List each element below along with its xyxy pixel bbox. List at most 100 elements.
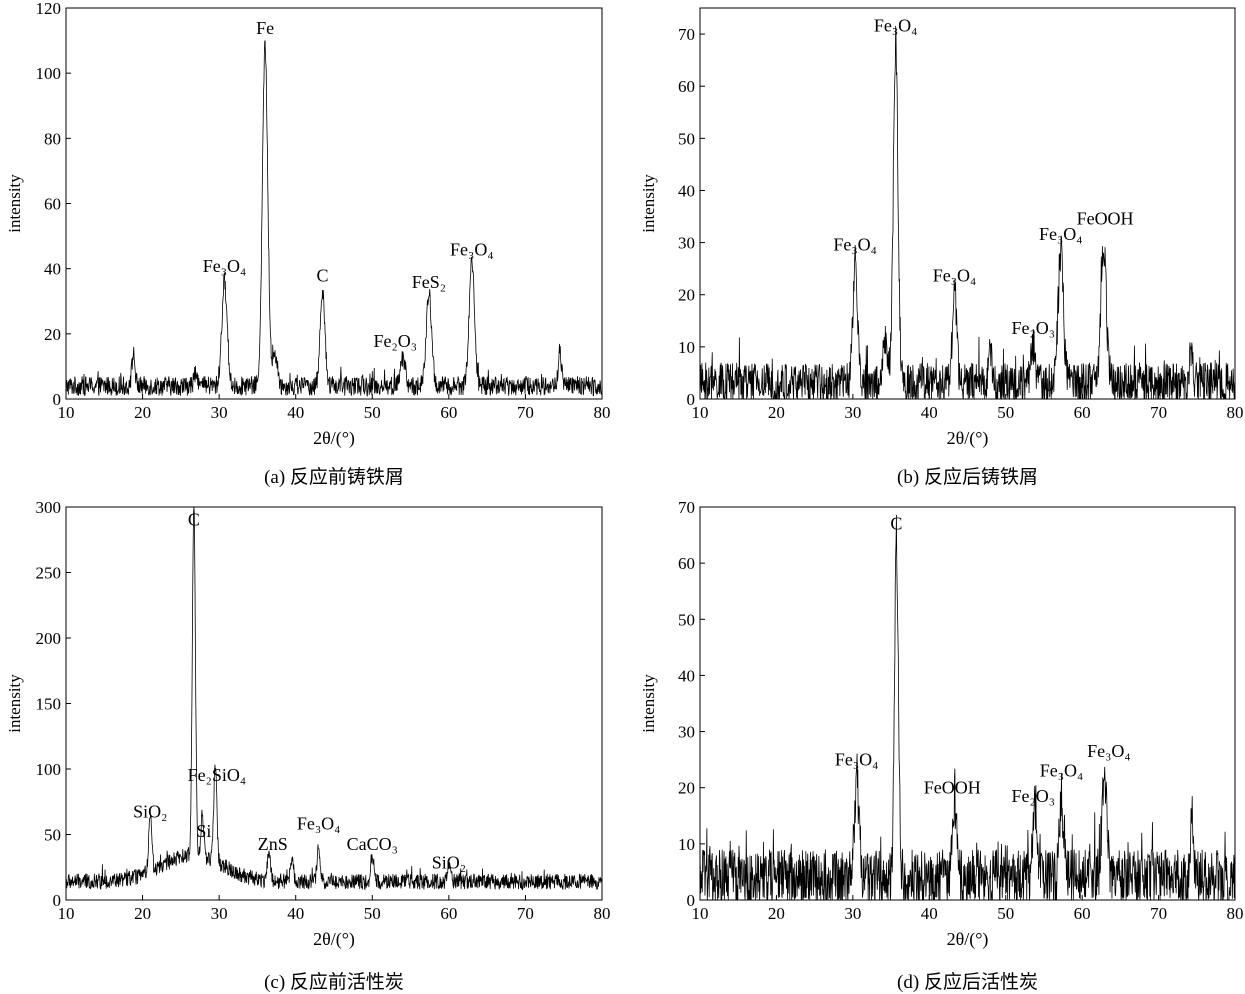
xrd-pattern-line — [699, 25, 1236, 401]
xrd-pattern-line — [699, 514, 1236, 901]
y-tick-label: 70 — [678, 498, 695, 517]
y-tick-label: 20 — [44, 325, 61, 344]
peak-annotation: Fe₂O₃ — [1011, 786, 1055, 806]
y-axis-label: intensity — [5, 174, 24, 233]
chart-panel-3: 10 20 30 40 50 60 70 80 0 50 100 150 200 250 300 2θ/(°)… — [5, 498, 611, 993]
y-tick-label: 50 — [678, 610, 695, 629]
y-tick-label: 0 — [53, 390, 62, 409]
plot-frame — [65, 506, 603, 901]
y-tick-label: 50 — [44, 826, 61, 845]
y-tick-label: 60 — [678, 554, 695, 573]
peak-annotation: FeOOH — [924, 777, 981, 797]
y-tick-label: 20 — [678, 779, 695, 798]
x-tick-label: 70 — [517, 904, 534, 923]
peak-annotation: FeS₂ — [412, 272, 446, 292]
x-tick-label: 70 — [517, 403, 534, 422]
y-tick-label: 0 — [687, 891, 696, 910]
x-tick-label: 70 — [1150, 904, 1167, 923]
x-tick-label: 40 — [287, 403, 304, 422]
x-tick-label: 40 — [921, 403, 938, 422]
peak-annotation: CaCO₃ — [347, 834, 398, 854]
x-tick-label: 10 — [692, 403, 709, 422]
x-tick-label: 60 — [1074, 904, 1091, 923]
plot-frame — [699, 506, 1236, 901]
y-tick-label: 40 — [44, 260, 61, 279]
peak-annotation: Fe₃O₄ — [203, 256, 247, 276]
x-tick-label: 20 — [768, 904, 785, 923]
x-tick-label: 50 — [997, 904, 1014, 923]
panel-caption: (d) 反应后活性炭 — [897, 971, 1038, 993]
plot-frame — [699, 7, 1236, 400]
y-tick-label: 30 — [678, 723, 695, 742]
x-tick-label: 10 — [692, 904, 709, 923]
y-tick-label: 120 — [36, 0, 62, 18]
y-tick-label: 10 — [678, 835, 695, 854]
x-tick-label: 40 — [287, 904, 304, 923]
plot-frame — [65, 7, 603, 400]
x-tick-label: 50 — [997, 403, 1014, 422]
peak-annotation: Fe₃O₄ — [835, 749, 879, 769]
x-tick-label: 30 — [211, 403, 228, 422]
chart-panel-4: 10 20 30 40 50 60 70 800102030405060702θ/(°)int… — [639, 498, 1244, 993]
y-axis-label: intensity — [639, 174, 658, 233]
y-axis-label: intensity — [639, 674, 658, 733]
x-axis-label: 2θ/(°) — [947, 929, 989, 950]
y-tick-label: 80 — [44, 129, 61, 148]
y-tick-label: 60 — [678, 77, 695, 96]
peak-annotation: Si — [196, 821, 211, 841]
chart-panel-1: 10 20 30 40 50 60 70 80 0 20 40 60 80 100 120 2θ/(°) int… — [5, 0, 611, 488]
peak-annotation: C — [317, 266, 329, 286]
peak-annotation: Fe₃O₄ — [933, 266, 977, 286]
y-tick-label: 200 — [36, 629, 62, 648]
x-tick-label: 70 — [1150, 403, 1167, 422]
xrd-pattern-line — [65, 506, 603, 891]
y-axis-label: intensity — [5, 674, 24, 733]
y-tick-label: 50 — [678, 129, 695, 148]
peak-annotation: SiO₂ — [432, 853, 466, 873]
x-tick-label: 20 — [134, 904, 151, 923]
peak-annotation: Fe — [256, 18, 274, 38]
x-tick-label: 10 — [58, 904, 75, 923]
x-tick-label: 80 — [594, 403, 611, 422]
y-tick-label: 0 — [687, 390, 696, 409]
peak-annotation: Fe₃O₄ — [874, 15, 918, 35]
x-tick-label: 40 — [921, 904, 938, 923]
x-tick-label: 80 — [1227, 904, 1244, 923]
y-tick-label: 60 — [44, 195, 61, 214]
x-axis-label: 2θ/(°) — [313, 929, 355, 950]
y-tick-label: 40 — [678, 181, 695, 200]
peak-annotation: Fe₃O₄ — [450, 240, 494, 260]
x-tick-label: 20 — [768, 403, 785, 422]
peak-annotation: ZnS — [258, 834, 288, 854]
peak-annotation: C — [890, 513, 902, 533]
chart-panel-2: 10 20 30 40 50 60 70 800102030405060702θ/(°)int… — [639, 7, 1244, 488]
x-tick-label: 80 — [1227, 403, 1244, 422]
x-tick-label: 60 — [440, 403, 457, 422]
y-tick-label: 250 — [36, 564, 62, 583]
y-tick-label: 150 — [36, 695, 62, 714]
peak-annotation: Fe₃O₄ — [1040, 760, 1084, 780]
peak-annotation: C — [188, 509, 200, 529]
peak-annotation: Fe₃O₄ — [1087, 741, 1131, 761]
x-axis-label: 2θ/(°) — [313, 428, 355, 449]
y-tick-label: 20 — [678, 286, 695, 305]
peak-annotation: Fe₂O₃ — [1011, 318, 1055, 338]
y-tick-label: 70 — [678, 25, 695, 44]
x-tick-label: 60 — [440, 904, 457, 923]
x-tick-label: 30 — [844, 403, 861, 422]
x-axis-label: 2θ/(°) — [947, 428, 989, 449]
x-tick-label: 30 — [844, 904, 861, 923]
x-tick-label: 10 — [58, 403, 75, 422]
y-tick-label: 300 — [36, 498, 62, 517]
peak-annotation: Fe₃O₄ — [297, 813, 341, 833]
x-tick-label: 50 — [364, 403, 381, 422]
peak-annotation: Fe₂O₃ — [373, 331, 417, 351]
x-tick-label: 80 — [594, 904, 611, 923]
panel-caption: (b) 反应后铸铁屑 — [897, 466, 1038, 488]
y-tick-label: 30 — [678, 234, 695, 253]
xrd-pattern-line — [65, 40, 603, 397]
peak-annotation: Fe₂SiO₄ — [188, 765, 247, 785]
x-tick-label: 20 — [134, 403, 151, 422]
x-tick-label: 60 — [1074, 403, 1091, 422]
